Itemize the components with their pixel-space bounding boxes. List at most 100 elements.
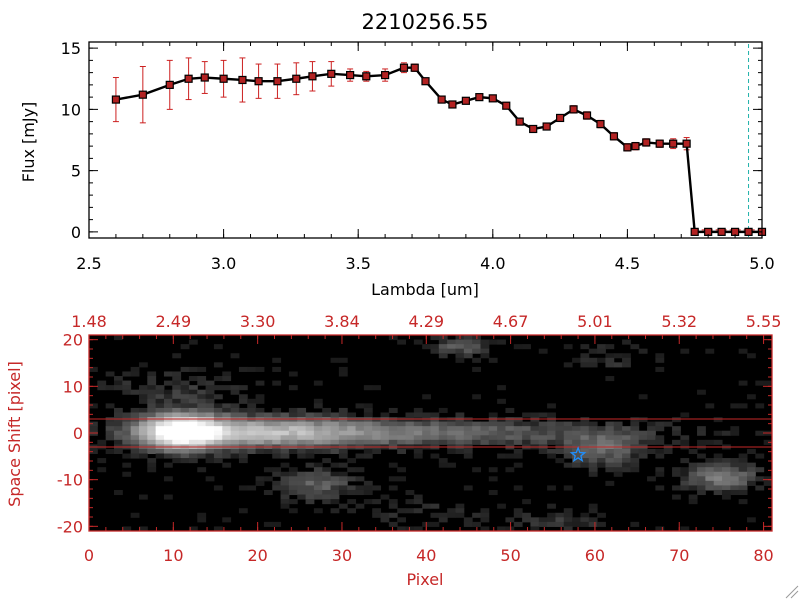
image-pixel <box>488 412 498 418</box>
image-pixel <box>130 426 140 432</box>
x-tick-label: 70 <box>669 546 689 565</box>
image-pixel <box>430 421 440 427</box>
image-pixel <box>230 353 240 359</box>
image-pixel <box>672 417 681 423</box>
image-pixel <box>480 517 490 523</box>
image-pixel <box>180 398 190 404</box>
image-pixel <box>722 494 731 500</box>
image-pixel <box>205 394 215 400</box>
image-pixel <box>747 476 756 482</box>
image-pixel <box>113 426 123 432</box>
resize-grip-icon[interactable] <box>785 585 799 599</box>
image-pixel <box>538 426 548 432</box>
image-pixel <box>313 398 323 404</box>
image-pixel <box>322 485 332 491</box>
image-pixel <box>738 476 748 482</box>
image-pixel <box>155 439 165 445</box>
image-pixel <box>722 462 731 468</box>
image-pixel <box>713 462 723 468</box>
image-pixel <box>272 485 282 491</box>
image-pixel <box>205 430 215 436</box>
image-pixel <box>130 407 140 413</box>
image-pixel <box>663 448 673 455</box>
image-pixel <box>505 453 515 459</box>
image-pixel <box>280 471 290 477</box>
image-pixel <box>205 380 215 386</box>
image-pixel <box>438 435 448 441</box>
image-pixel <box>730 489 740 496</box>
image-pixel <box>380 421 390 427</box>
image-pixel <box>263 448 273 455</box>
image-pixel <box>455 339 465 345</box>
image-pixel <box>138 453 148 459</box>
image-pixel <box>755 430 765 436</box>
image-pixel <box>205 476 215 482</box>
image-pixel <box>688 494 698 500</box>
flux-data-point <box>744 227 753 236</box>
image-pixel <box>613 458 623 464</box>
image-pixel <box>155 453 165 459</box>
image-pixel <box>580 353 590 359</box>
image-pixel <box>338 366 348 372</box>
image-pixel <box>288 412 298 418</box>
image-pixel <box>472 421 481 427</box>
image-pixel <box>388 430 398 436</box>
image-pixel <box>488 435 498 441</box>
image-pixel <box>630 417 640 423</box>
image-pixel <box>313 426 323 432</box>
image-pixel <box>372 426 382 432</box>
image-pixel <box>147 467 157 473</box>
image-pixel <box>147 380 157 386</box>
image-pixel <box>622 339 631 345</box>
image-pixel <box>355 453 365 459</box>
image-pixel <box>463 485 473 491</box>
image-pixel <box>388 439 398 445</box>
image-pixel <box>738 499 748 505</box>
image-pixel <box>705 458 715 464</box>
image-pixel <box>763 480 773 486</box>
image-pixel <box>272 453 282 459</box>
image-pixel <box>547 485 556 491</box>
image-pixel <box>247 412 257 418</box>
image-pixel <box>138 426 148 432</box>
image-pixel <box>405 421 415 427</box>
image-pixel <box>597 348 606 354</box>
image-pixel <box>105 385 115 391</box>
image-pixel <box>413 421 423 427</box>
image-pixel <box>372 435 382 441</box>
image-pixel <box>730 458 740 464</box>
image-pixel <box>580 458 590 464</box>
image-pixel <box>613 362 623 368</box>
y-tick-label: 5 <box>71 162 81 181</box>
image-pixel <box>147 403 157 409</box>
image-pixel <box>272 417 282 423</box>
image-pixel <box>638 435 648 441</box>
image-pixel <box>397 476 407 482</box>
flux-series-line <box>115 66 762 234</box>
image-pixel <box>497 417 506 423</box>
image-pixel <box>530 439 540 445</box>
image-pixel <box>522 344 531 350</box>
image-pixel <box>322 430 332 436</box>
image-pixel <box>405 430 415 436</box>
image-pixel <box>138 417 148 423</box>
image-pixel <box>580 357 590 363</box>
image-pixel <box>730 485 740 491</box>
image-pixel <box>472 348 481 354</box>
image-pixel <box>547 453 556 459</box>
image-pixel <box>89 421 98 427</box>
image-pixel <box>205 385 215 391</box>
image-pixel <box>630 430 640 436</box>
image-pixel <box>697 430 706 436</box>
image-pixel <box>597 426 606 432</box>
image-pixel <box>430 512 440 518</box>
image-pixel <box>222 435 232 441</box>
x-tick-label: 10 <box>163 546 183 565</box>
image-pixel <box>338 480 348 486</box>
image-pixel <box>122 462 132 468</box>
image-pixel <box>155 417 165 423</box>
image-pixel <box>455 435 465 441</box>
image-pixel <box>130 453 140 459</box>
image-pixel <box>255 476 265 482</box>
image-pixel <box>488 426 498 432</box>
